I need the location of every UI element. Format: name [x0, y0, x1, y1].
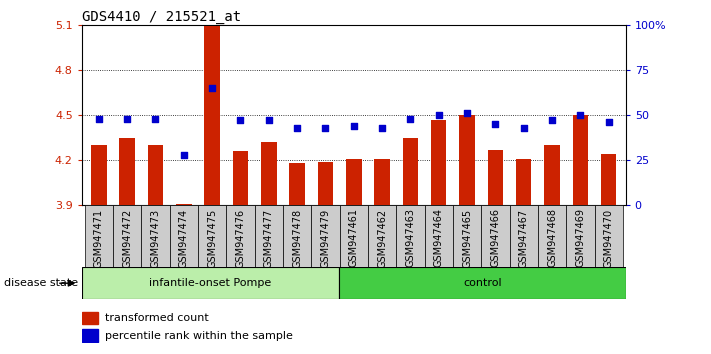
Text: GSM947465: GSM947465 [462, 209, 472, 268]
Text: percentile rank within the sample: percentile rank within the sample [105, 331, 293, 341]
Text: GSM947468: GSM947468 [547, 209, 557, 267]
Text: GSM947467: GSM947467 [519, 209, 529, 268]
FancyBboxPatch shape [453, 205, 481, 267]
Bar [289, 163, 305, 354]
Text: GSM947462: GSM947462 [377, 209, 387, 268]
Bar [488, 150, 503, 354]
Bar [374, 159, 390, 354]
Text: transformed count: transformed count [105, 313, 208, 323]
FancyBboxPatch shape [283, 205, 311, 267]
Text: GSM947466: GSM947466 [491, 209, 501, 267]
FancyBboxPatch shape [594, 205, 623, 267]
Point [603, 119, 614, 125]
Point [376, 125, 387, 131]
Text: GSM947471: GSM947471 [94, 209, 104, 268]
FancyBboxPatch shape [85, 205, 113, 267]
FancyBboxPatch shape [510, 205, 538, 267]
Point [122, 116, 133, 121]
FancyBboxPatch shape [481, 205, 510, 267]
Point [93, 116, 105, 121]
Point [348, 123, 359, 129]
Bar [148, 145, 164, 354]
Bar [459, 115, 475, 354]
FancyBboxPatch shape [311, 205, 340, 267]
FancyBboxPatch shape [538, 205, 566, 267]
Text: GSM947476: GSM947476 [235, 209, 245, 268]
Point [461, 110, 473, 116]
FancyBboxPatch shape [339, 267, 626, 299]
Text: control: control [464, 278, 502, 288]
FancyBboxPatch shape [255, 205, 283, 267]
Text: GSM947463: GSM947463 [405, 209, 415, 267]
Bar [82, 329, 98, 342]
Text: GSM947461: GSM947461 [348, 209, 359, 267]
Text: GSM947478: GSM947478 [292, 209, 302, 268]
Point [320, 125, 331, 131]
Point [235, 118, 246, 123]
Bar [261, 142, 277, 354]
Text: GSM947472: GSM947472 [122, 209, 132, 268]
FancyBboxPatch shape [424, 205, 453, 267]
Point [206, 85, 218, 91]
Bar [544, 145, 560, 354]
Bar [572, 115, 588, 354]
Bar [82, 312, 98, 324]
Bar [601, 154, 616, 354]
Text: GSM947474: GSM947474 [178, 209, 188, 268]
FancyBboxPatch shape [170, 205, 198, 267]
Text: GSM947464: GSM947464 [434, 209, 444, 267]
Text: GSM947479: GSM947479 [321, 209, 331, 268]
Point [150, 116, 161, 121]
FancyBboxPatch shape [198, 205, 226, 267]
Bar [431, 120, 447, 354]
Point [518, 125, 530, 131]
Point [178, 152, 189, 158]
Bar [91, 145, 107, 354]
FancyBboxPatch shape [82, 267, 339, 299]
FancyBboxPatch shape [113, 205, 141, 267]
Bar [346, 159, 361, 354]
Bar [176, 204, 191, 354]
FancyBboxPatch shape [141, 205, 170, 267]
Bar [204, 26, 220, 354]
Text: GSM947470: GSM947470 [604, 209, 614, 268]
Bar [232, 151, 248, 354]
Text: GDS4410 / 215521_at: GDS4410 / 215521_at [82, 10, 241, 24]
Point [433, 112, 444, 118]
Text: GSM947469: GSM947469 [575, 209, 585, 267]
Bar [402, 138, 418, 354]
Text: GSM947477: GSM947477 [264, 209, 274, 268]
Point [546, 118, 557, 123]
Point [574, 112, 586, 118]
Bar [119, 138, 135, 354]
Point [490, 121, 501, 127]
FancyBboxPatch shape [368, 205, 396, 267]
Point [263, 118, 274, 123]
FancyBboxPatch shape [340, 205, 368, 267]
Bar [516, 159, 532, 354]
Point [405, 116, 416, 121]
Text: infantile-onset Pompe: infantile-onset Pompe [149, 278, 272, 288]
FancyBboxPatch shape [226, 205, 255, 267]
Text: GSM947475: GSM947475 [207, 209, 217, 268]
FancyBboxPatch shape [396, 205, 424, 267]
Point [292, 125, 303, 131]
Text: disease state: disease state [4, 278, 77, 288]
Bar [318, 162, 333, 354]
FancyBboxPatch shape [566, 205, 594, 267]
Text: GSM947473: GSM947473 [151, 209, 161, 268]
